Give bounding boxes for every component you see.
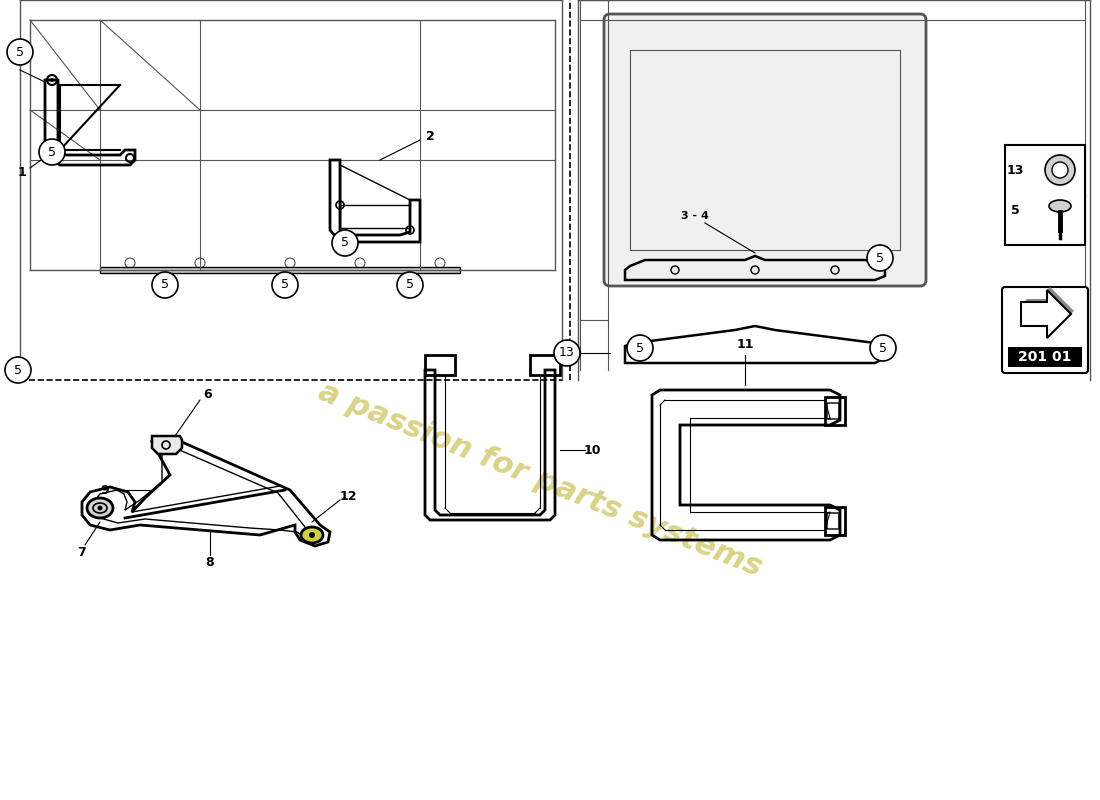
Ellipse shape: [1049, 200, 1071, 212]
Circle shape: [272, 272, 298, 298]
FancyBboxPatch shape: [1002, 287, 1088, 373]
Bar: [1008, 347, 1082, 367]
Text: 2: 2: [426, 130, 434, 143]
Text: 10: 10: [583, 443, 601, 457]
Polygon shape: [1047, 287, 1074, 314]
Text: 3 - 4: 3 - 4: [681, 211, 708, 221]
Circle shape: [309, 532, 315, 538]
Bar: [1005, 145, 1085, 245]
Circle shape: [1052, 162, 1068, 178]
Text: 7: 7: [78, 546, 87, 559]
Circle shape: [152, 272, 178, 298]
Circle shape: [640, 343, 650, 353]
Text: 5: 5: [406, 278, 414, 291]
Text: 1: 1: [18, 166, 26, 178]
Circle shape: [6, 357, 31, 383]
Text: 9: 9: [101, 483, 109, 497]
Polygon shape: [152, 436, 182, 454]
Circle shape: [7, 39, 33, 65]
Circle shape: [627, 335, 653, 361]
Text: 5: 5: [1011, 203, 1020, 217]
Text: 11: 11: [736, 338, 754, 351]
Ellipse shape: [87, 498, 113, 518]
Text: 5: 5: [14, 363, 22, 377]
Text: 5: 5: [161, 278, 169, 291]
Text: 13: 13: [1006, 163, 1024, 177]
Circle shape: [332, 230, 358, 256]
Circle shape: [870, 335, 896, 361]
FancyBboxPatch shape: [604, 14, 926, 286]
Text: 8: 8: [206, 557, 214, 570]
Circle shape: [644, 346, 647, 350]
Text: 5: 5: [636, 342, 644, 354]
Text: 5: 5: [876, 251, 884, 265]
Circle shape: [397, 272, 424, 298]
Text: 12: 12: [339, 490, 356, 502]
Circle shape: [554, 340, 580, 366]
Ellipse shape: [301, 527, 323, 543]
Circle shape: [98, 506, 102, 510]
Text: 201 01: 201 01: [1019, 350, 1071, 364]
Circle shape: [50, 78, 54, 82]
Polygon shape: [100, 267, 460, 273]
Circle shape: [39, 139, 65, 165]
Text: 5: 5: [16, 46, 24, 58]
Text: 5: 5: [48, 146, 56, 158]
Polygon shape: [1021, 290, 1071, 338]
Text: 5: 5: [341, 237, 349, 250]
Polygon shape: [1024, 299, 1050, 302]
Text: 5: 5: [879, 342, 887, 354]
Text: 5: 5: [280, 278, 289, 291]
Text: a passion for parts systems: a passion for parts systems: [314, 378, 766, 582]
Text: 6: 6: [204, 389, 212, 402]
Text: 13: 13: [559, 346, 575, 359]
Circle shape: [867, 245, 893, 271]
Circle shape: [1045, 155, 1075, 185]
